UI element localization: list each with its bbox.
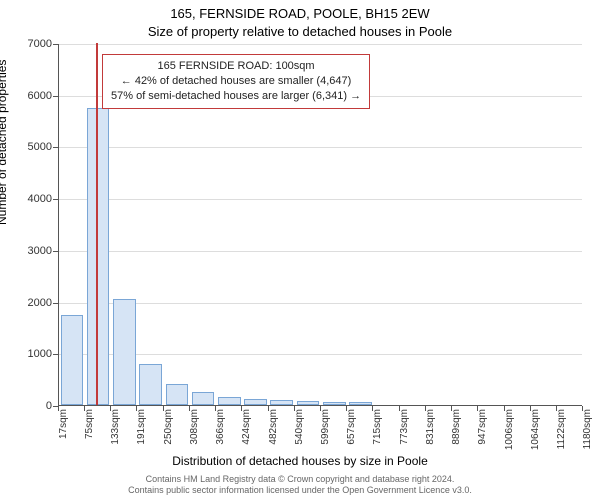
gridline-h — [59, 44, 582, 45]
y-tick-label: 0 — [12, 400, 52, 412]
gridline-h — [59, 251, 582, 252]
chart-title-sub: Size of property relative to detached ho… — [0, 24, 600, 39]
y-tick-mark — [53, 96, 58, 97]
histogram-bar — [139, 364, 162, 405]
x-tick-mark — [399, 406, 400, 411]
histogram-bar — [297, 401, 320, 405]
histogram-bar — [166, 384, 188, 405]
footer-line-1: Contains HM Land Registry data © Crown c… — [0, 474, 600, 485]
y-tick-mark — [53, 44, 58, 45]
x-tick-label: 1006sqm — [504, 409, 515, 459]
x-tick-label: 1064sqm — [530, 409, 541, 459]
histogram-bar — [113, 299, 135, 405]
footer-attribution: Contains HM Land Registry data © Crown c… — [0, 474, 600, 497]
x-tick-label: 889sqm — [451, 409, 462, 459]
footer-line-2: Contains public sector information licen… — [0, 485, 600, 496]
x-tick-label: 17sqm — [58, 409, 69, 459]
y-tick-label: 3000 — [12, 245, 52, 257]
x-tick-label: 308sqm — [189, 409, 200, 459]
x-tick-mark — [163, 406, 164, 411]
x-tick-mark — [189, 406, 190, 411]
x-tick-label: 133sqm — [110, 409, 121, 459]
x-tick-label: 1180sqm — [582, 409, 593, 459]
gridline-h — [59, 199, 582, 200]
y-axis-label: Number of detached properties — [0, 60, 9, 225]
gridline-h — [59, 354, 582, 355]
histogram-bar — [323, 402, 345, 405]
y-tick-mark — [53, 199, 58, 200]
info-annotation-box: 165 FERNSIDE ROAD: 100sqm ← 42% of detac… — [102, 54, 370, 109]
x-tick-mark — [110, 406, 111, 411]
x-tick-label: 191sqm — [136, 409, 147, 459]
y-tick-label: 6000 — [12, 90, 52, 102]
histogram-bar — [218, 397, 240, 405]
x-tick-mark — [215, 406, 216, 411]
x-tick-label: 599sqm — [320, 409, 331, 459]
x-tick-mark — [346, 406, 347, 411]
gridline-h — [59, 147, 582, 148]
y-tick-mark — [53, 147, 58, 148]
gridline-h — [59, 303, 582, 304]
x-tick-label: 831sqm — [425, 409, 436, 459]
y-tick-label: 7000 — [12, 38, 52, 50]
x-tick-label: 773sqm — [399, 409, 410, 459]
info-line-1: 165 FERNSIDE ROAD: 100sqm — [111, 59, 361, 74]
x-tick-label: 250sqm — [163, 409, 174, 459]
x-tick-mark — [136, 406, 137, 411]
x-tick-mark — [84, 406, 85, 411]
x-tick-label: 715sqm — [372, 409, 383, 459]
x-tick-label: 366sqm — [215, 409, 226, 459]
x-tick-mark — [451, 406, 452, 411]
histogram-bar — [61, 315, 83, 406]
y-tick-label: 4000 — [12, 193, 52, 205]
x-tick-mark — [530, 406, 531, 411]
x-tick-mark — [425, 406, 426, 411]
y-tick-mark — [53, 303, 58, 304]
chart-title-main: 165, FERNSIDE ROAD, POOLE, BH15 2EW — [0, 6, 600, 21]
x-tick-mark — [504, 406, 505, 411]
histogram-bar — [192, 392, 214, 405]
y-tick-label: 2000 — [12, 297, 52, 309]
x-tick-mark — [294, 406, 295, 411]
histogram-bar — [349, 402, 371, 405]
histogram-bar — [270, 400, 292, 405]
x-tick-mark — [477, 406, 478, 411]
histogram-bar — [244, 399, 266, 405]
x-tick-label: 540sqm — [294, 409, 305, 459]
y-tick-mark — [53, 251, 58, 252]
x-tick-mark — [241, 406, 242, 411]
x-tick-mark — [372, 406, 373, 411]
x-tick-label: 424sqm — [241, 409, 252, 459]
x-tick-mark — [556, 406, 557, 411]
x-tick-label: 1122sqm — [556, 409, 567, 459]
property-marker-line — [96, 43, 98, 405]
y-tick-label: 5000 — [12, 141, 52, 153]
x-tick-label: 482sqm — [268, 409, 279, 459]
y-tick-label: 1000 — [12, 348, 52, 360]
x-tick-mark — [582, 406, 583, 411]
info-line-3: 57% of semi-detached houses are larger (… — [111, 89, 361, 104]
x-tick-mark — [320, 406, 321, 411]
x-tick-mark — [58, 406, 59, 411]
x-tick-mark — [268, 406, 269, 411]
x-tick-label: 657sqm — [346, 409, 357, 459]
x-tick-label: 75sqm — [84, 409, 95, 459]
x-tick-label: 947sqm — [477, 409, 488, 459]
info-line-2: ← 42% of detached houses are smaller (4,… — [111, 74, 361, 89]
y-tick-mark — [53, 354, 58, 355]
